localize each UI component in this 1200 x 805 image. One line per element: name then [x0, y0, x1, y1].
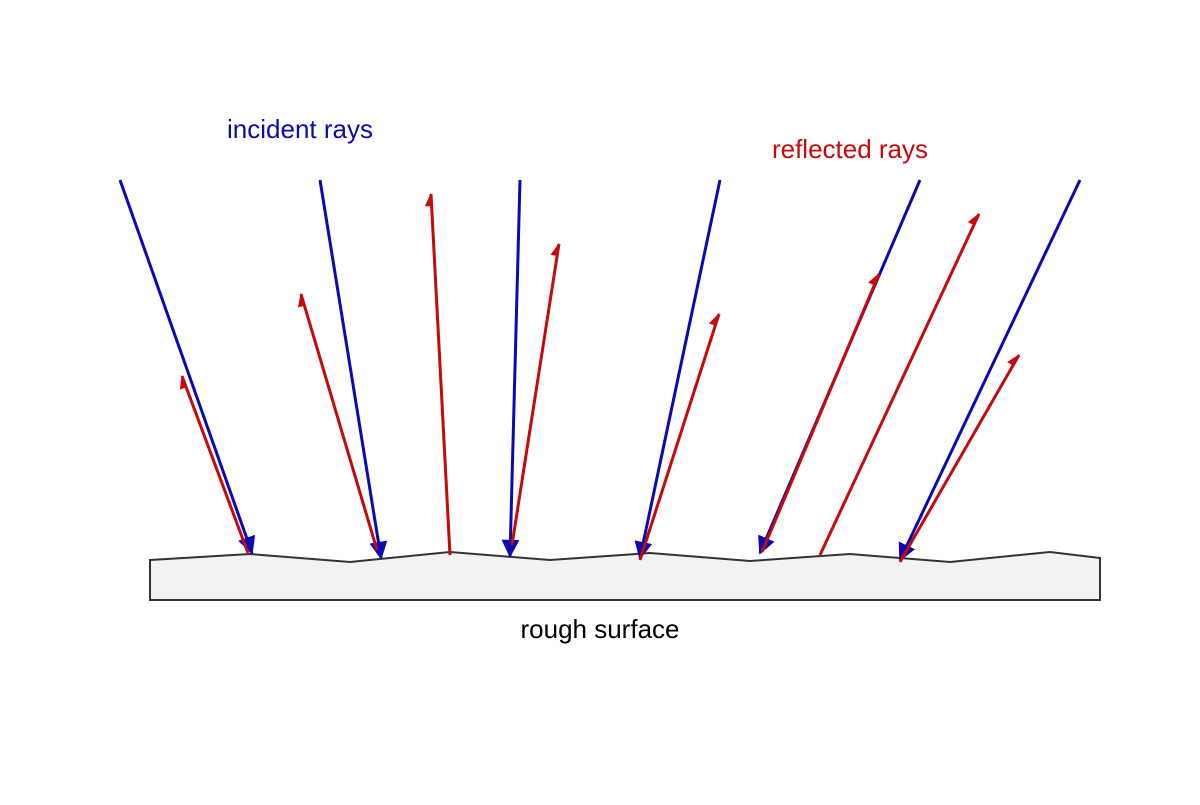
reflected-ray — [638, 312, 721, 561]
incident-ray — [118, 179, 256, 555]
incident-rays — [118, 179, 1082, 562]
surface-label: rough surface — [521, 614, 680, 644]
reflected-ray — [424, 192, 452, 556]
incident-ray — [898, 179, 1082, 562]
incident-label: incident rays — [227, 114, 373, 144]
reflected-ray — [179, 374, 250, 554]
incident-ray — [634, 179, 722, 560]
incident-ray — [318, 179, 388, 560]
rough-surface — [149, 550, 1101, 601]
reflected-ray — [297, 292, 379, 551]
reflected-ray — [760, 272, 881, 553]
incident-ray — [501, 179, 522, 558]
reflected-rays — [179, 192, 1021, 563]
reflected-ray — [510, 242, 561, 546]
reflected-ray — [898, 353, 1021, 563]
reflected-label: reflected rays — [772, 134, 928, 164]
reflected-ray — [818, 212, 981, 556]
